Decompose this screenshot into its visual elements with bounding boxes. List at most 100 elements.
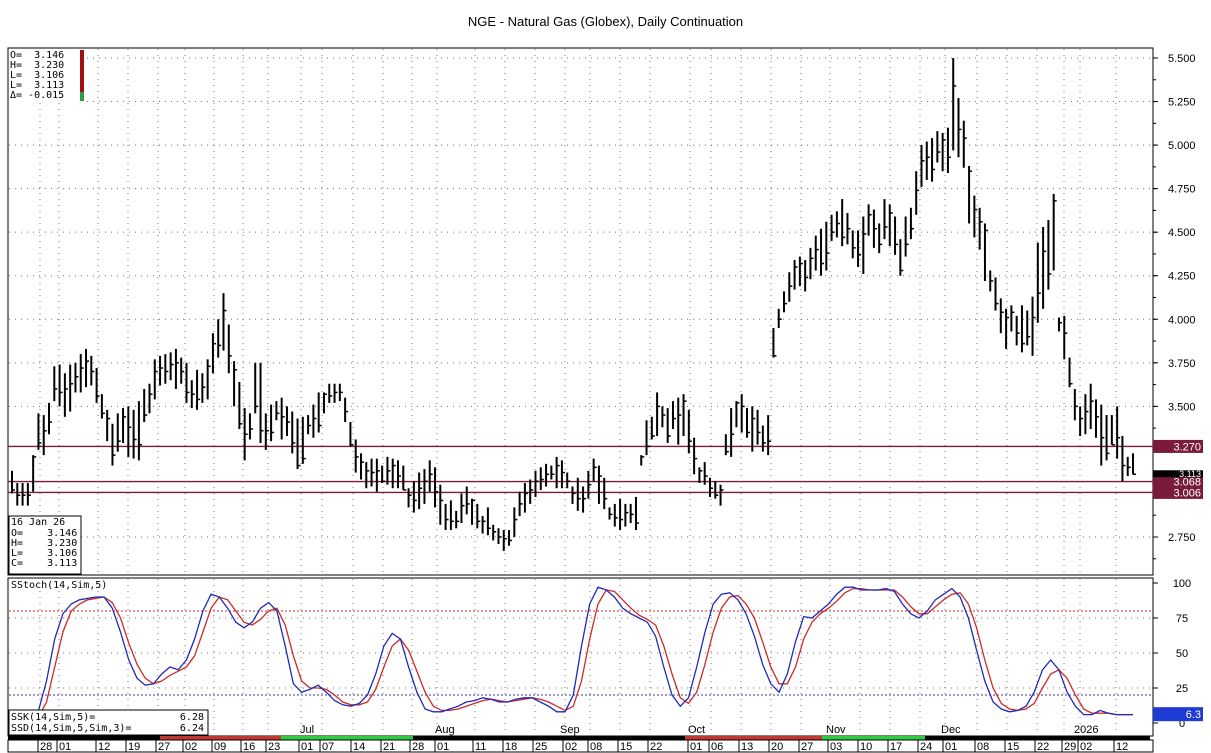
price-bar <box>989 270 994 292</box>
price-bar <box>227 324 232 374</box>
price-bar <box>809 247 814 280</box>
price-bar <box>211 333 216 374</box>
price-tick-label-7: 3.750 <box>1168 358 1196 370</box>
day-axis-frame <box>7 739 1154 753</box>
month-color-bar-5 <box>685 736 822 740</box>
price-bar <box>137 401 142 461</box>
day-label-30: 24 <box>920 741 932 753</box>
stoch-series-ssd <box>29 587 1133 723</box>
price-bar <box>946 127 951 173</box>
price-bar <box>1100 404 1105 466</box>
stoch-tick-label-0: 100 <box>1173 578 1191 590</box>
price-axis: 5.500 5.250 5.000 4.750 4.500 4.250 4.000 3.750… <box>1153 53 1203 560</box>
price-tick-label-8: 3.500 <box>1168 401 1196 413</box>
price-bar <box>783 291 788 313</box>
price-bar <box>867 204 872 236</box>
price-bar <box>957 98 962 158</box>
day-label-20: 15 <box>620 741 632 753</box>
price-bar <box>407 488 412 508</box>
price-bar <box>444 503 449 531</box>
month-color-bar-6 <box>822 736 925 740</box>
price-bar <box>513 507 518 537</box>
price-bar <box>1047 219 1052 290</box>
price-bar <box>412 481 417 513</box>
quote-line-low: L= 3.106 <box>10 70 64 81</box>
stoch-tick-label-4: 0 <box>1179 718 1185 730</box>
price-bar <box>285 406 290 436</box>
price-bar <box>85 348 90 388</box>
price-bar <box>1116 406 1121 459</box>
price-bar <box>978 207 983 250</box>
price-bar <box>714 481 719 499</box>
last-price-box <box>1153 470 1203 478</box>
ssk-value: 6.28 <box>180 712 204 723</box>
day-label-2: 12 <box>98 741 110 753</box>
price-bars <box>11 58 1136 551</box>
quote-line-change: Δ= -0.015 <box>10 90 64 101</box>
quote-line-last: L= 3.113 <box>10 80 64 91</box>
price-bar <box>518 491 523 517</box>
day-label-33: 15 <box>1007 741 1019 753</box>
stoch-last-label: 6.3 <box>1186 709 1201 721</box>
month-label-6: 2026 <box>1074 724 1098 736</box>
price-bar <box>851 230 856 259</box>
chart-title: NGE - Natural Gas (Globex), Daily Contin… <box>467 14 744 29</box>
day-label-28: 10 <box>860 741 872 753</box>
price-bar <box>127 406 132 457</box>
price-bar <box>338 383 343 402</box>
price-bar <box>645 420 650 456</box>
price-horizontal-lines <box>8 445 1153 494</box>
price-bar <box>862 216 867 274</box>
day-label-15: 11 <box>475 741 486 753</box>
price-bar <box>111 423 116 466</box>
price-bar <box>920 145 925 187</box>
day-label-24: 13 <box>741 741 753 753</box>
stoch-last-box <box>1153 707 1203 722</box>
price-bar <box>698 467 703 484</box>
price-bar <box>460 493 465 524</box>
price-bar <box>999 298 1004 334</box>
ssd-label: SSD(14,Sim,5,Sim,3)= <box>11 723 131 734</box>
price-bar <box>582 486 587 513</box>
price-bar <box>603 477 608 510</box>
price-bar <box>476 503 481 529</box>
price-bar <box>656 392 661 436</box>
date-box: 16 Jan 26 O= 3.146 H= 3.230 L= 3.106 C= … <box>8 515 82 575</box>
price-bar <box>994 277 999 311</box>
day-label-31: 01 <box>945 741 957 753</box>
price-tick-label-2: 5.000 <box>1168 140 1196 152</box>
day-label-27: 03 <box>830 741 842 753</box>
price-bar <box>735 401 740 428</box>
price-bar <box>116 413 121 452</box>
price-bar <box>761 425 766 452</box>
price-bar <box>508 530 513 546</box>
price-bar <box>42 415 47 456</box>
date-box-high: H= 3.230 <box>11 538 77 549</box>
day-label-32: 08 <box>977 741 989 753</box>
month-color-bar-0 <box>8 736 160 740</box>
day-label-6: 09 <box>214 741 226 753</box>
price-bar <box>983 223 988 281</box>
price-bar <box>291 411 296 454</box>
price-tick-label-6: 4.000 <box>1168 314 1196 326</box>
price-bar <box>233 361 238 407</box>
price-bar <box>32 455 37 492</box>
price-bar <box>634 496 639 531</box>
month-color-bar-1 <box>160 736 281 740</box>
price-bar <box>820 228 825 276</box>
price-bar <box>624 503 629 527</box>
stoch-tick-label-1: 75 <box>1176 613 1188 625</box>
price-bar <box>58 364 63 407</box>
stoch-title: SStoch(14,Sim,5) <box>11 580 107 591</box>
price-bar <box>730 408 735 457</box>
price-bar <box>693 437 698 475</box>
price-bar <box>1084 394 1089 435</box>
price-bar <box>1042 226 1047 309</box>
price-bar <box>592 458 597 482</box>
price-bar <box>650 416 655 440</box>
month-label-0: Jul <box>300 724 314 736</box>
price-bar <box>190 380 195 409</box>
day-label-4: 27 <box>158 741 170 753</box>
price-bar <box>37 413 42 450</box>
price-bar <box>529 479 534 504</box>
